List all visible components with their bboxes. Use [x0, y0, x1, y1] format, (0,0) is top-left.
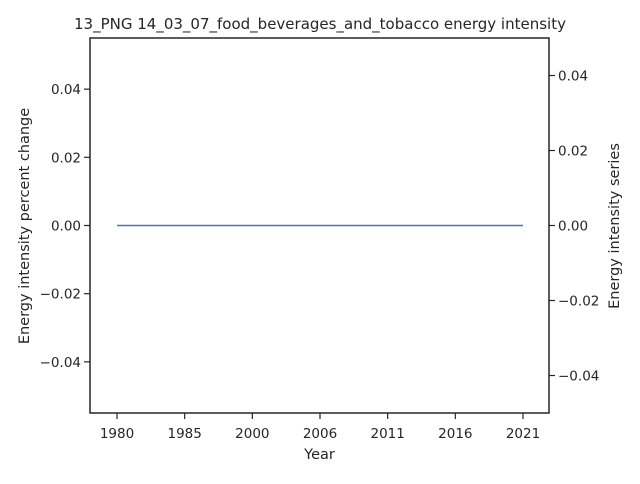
y-left-tick-label: −0.02	[40, 287, 81, 303]
y-left-tick-label: 0.04	[51, 82, 81, 98]
x-tick-label: 2016	[438, 426, 472, 442]
y-axis-left-label: Energy intensity percent change	[17, 108, 33, 344]
y-right-tick-label: 0.02	[558, 144, 588, 160]
y-left-tick-label: 0.02	[51, 150, 81, 166]
y-axis-left: 0.04 0.02 0.00 −0.02 −0.04	[40, 82, 90, 371]
y-right-tick-label: −0.04	[558, 369, 599, 385]
y-axis-right-label: Energy intensity series	[607, 143, 623, 309]
x-tick-label: 1985	[167, 426, 201, 442]
y-right-tick-label: −0.02	[558, 294, 599, 310]
x-tick-label: 1980	[100, 426, 134, 442]
y-right-tick-label: 0.00	[558, 219, 588, 235]
x-tick-label: 2000	[235, 426, 269, 442]
x-axis: 1980 1985 2000 2006 2011 2016 2021	[100, 413, 540, 442]
y-right-tick-label: 0.04	[558, 69, 588, 85]
x-tick-label: 2011	[370, 426, 404, 442]
x-tick-label: 2021	[506, 426, 540, 442]
chart-title: 13_PNG 14_03_07_food_beverages_and_tobac…	[74, 15, 566, 34]
x-axis-label: Year	[303, 447, 335, 463]
y-axis-right: 0.04 0.02 0.00 −0.02 −0.04	[549, 69, 599, 385]
y-left-tick-label: 0.00	[51, 219, 81, 235]
x-tick-label: 2006	[303, 426, 337, 442]
y-left-tick-label: −0.04	[40, 355, 81, 371]
